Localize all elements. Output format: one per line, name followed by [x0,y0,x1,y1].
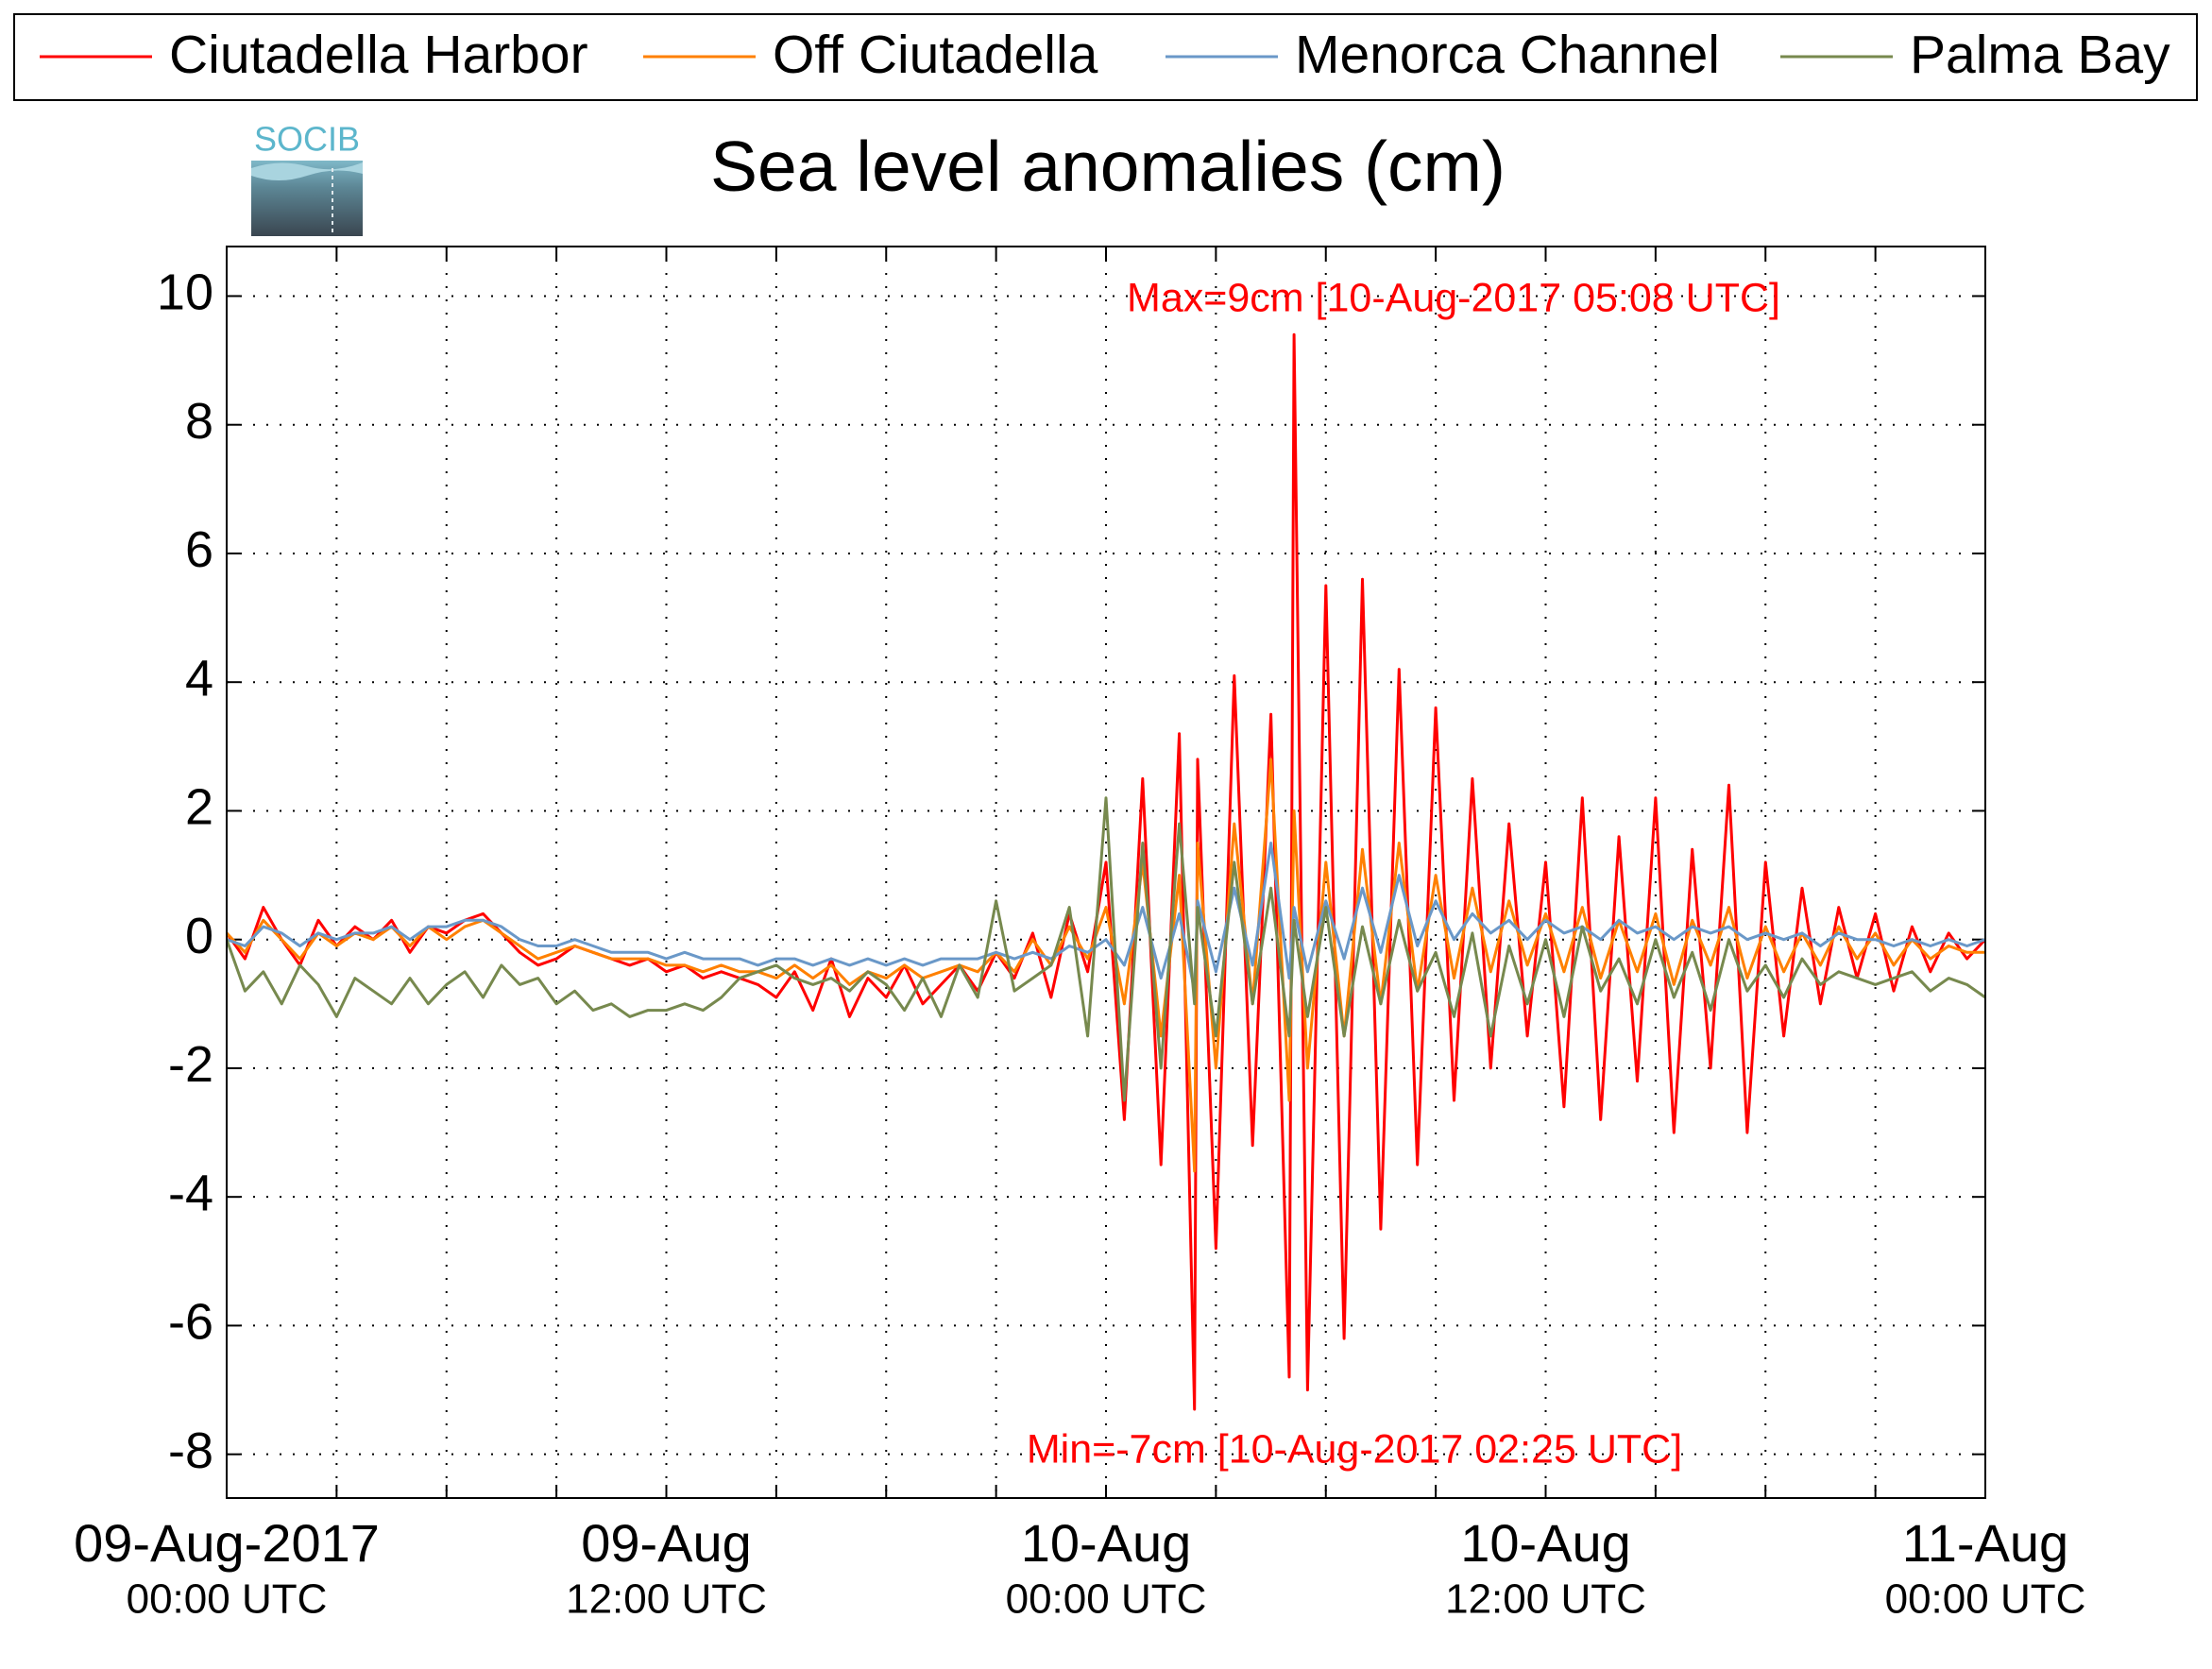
x-tick-sublabel: 12:00 UTC [566,1576,767,1623]
x-tick-label: 09-Aug-2017 [74,1513,380,1573]
logo-wave [251,162,363,180]
chart-title: Sea level anomalies (cm) [710,127,1506,206]
y-tick-label: -4 [168,1165,213,1221]
legend-label: Ciutadella Harbor [169,25,588,85]
y-tick-label: 2 [185,779,213,836]
y-tick-label: 8 [185,393,213,450]
annotation: Min=-7cm [10-Aug-2017 02:25 UTC] [1027,1426,1682,1472]
x-tick-sublabel: 00:00 UTC [127,1576,328,1623]
x-tick-label: 10-Aug [1460,1513,1631,1573]
y-tick-label: -8 [168,1422,213,1479]
plot-frame [226,246,1986,1499]
series-line [227,842,1985,993]
x-tick-sublabel: 12:00 UTC [1445,1576,1646,1623]
annotation: Max=9cm [10-Aug-2017 05:08 UTC] [1127,275,1780,320]
legend-label: Menorca Channel [1295,25,1720,85]
y-tick-label: 10 [157,264,213,321]
legend-label: Off Ciutadella [773,25,1098,85]
logo: SOCIB [251,120,363,236]
x-tick-label: 11-Aug [1902,1513,2068,1573]
logo-text: SOCIB [254,120,360,159]
x-tick-label: 10-Aug [1021,1513,1192,1573]
plot-lines [227,332,1985,1411]
y-tick-label: 6 [185,521,213,578]
legend-label: Palma Bay [1910,25,2170,85]
x-tick-sublabel: 00:00 UTC [1006,1576,1207,1623]
x-tick-label: 09-Aug [581,1513,752,1573]
series-line [227,758,1985,1173]
y-tick-label: 4 [185,650,213,707]
y-tick-label: 0 [185,908,213,964]
series-line [227,796,1985,1102]
y-tick-label: -6 [168,1294,213,1351]
x-tick-sublabel: 00:00 UTC [1885,1576,2086,1623]
y-tick-label: -2 [168,1036,213,1093]
